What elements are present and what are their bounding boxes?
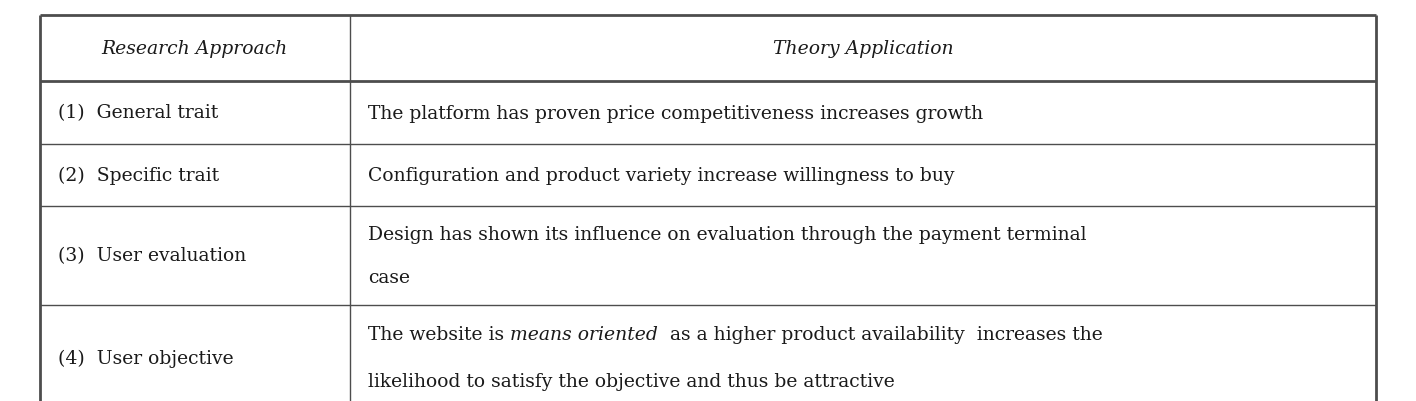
Text: (2)  Specific trait: (2) Specific trait bbox=[58, 166, 219, 184]
Text: (1)  General trait: (1) General trait bbox=[58, 104, 218, 122]
Text: case: case bbox=[368, 268, 411, 286]
Text: (4)  User objective: (4) User objective bbox=[58, 349, 234, 367]
Text: Theory Application: Theory Application bbox=[773, 40, 953, 58]
Text: Design has shown its influence on evaluation through the payment terminal: Design has shown its influence on evalua… bbox=[368, 225, 1086, 243]
Text: as a higher product availability  increases the: as a higher product availability increas… bbox=[658, 326, 1103, 344]
Text: The website is: The website is bbox=[368, 326, 510, 344]
Text: means oriented: means oriented bbox=[510, 326, 658, 344]
Text: Configuration and product variety increase willingness to buy: Configuration and product variety increa… bbox=[368, 166, 954, 184]
Text: Research Approach: Research Approach bbox=[102, 40, 287, 58]
Text: likelihood to satisfy the objective and thus be attractive: likelihood to satisfy the objective and … bbox=[368, 372, 895, 390]
Text: (3)  User evaluation: (3) User evaluation bbox=[58, 247, 246, 265]
Text: The platform has proven price competitiveness increases growth: The platform has proven price competitiv… bbox=[368, 104, 983, 122]
